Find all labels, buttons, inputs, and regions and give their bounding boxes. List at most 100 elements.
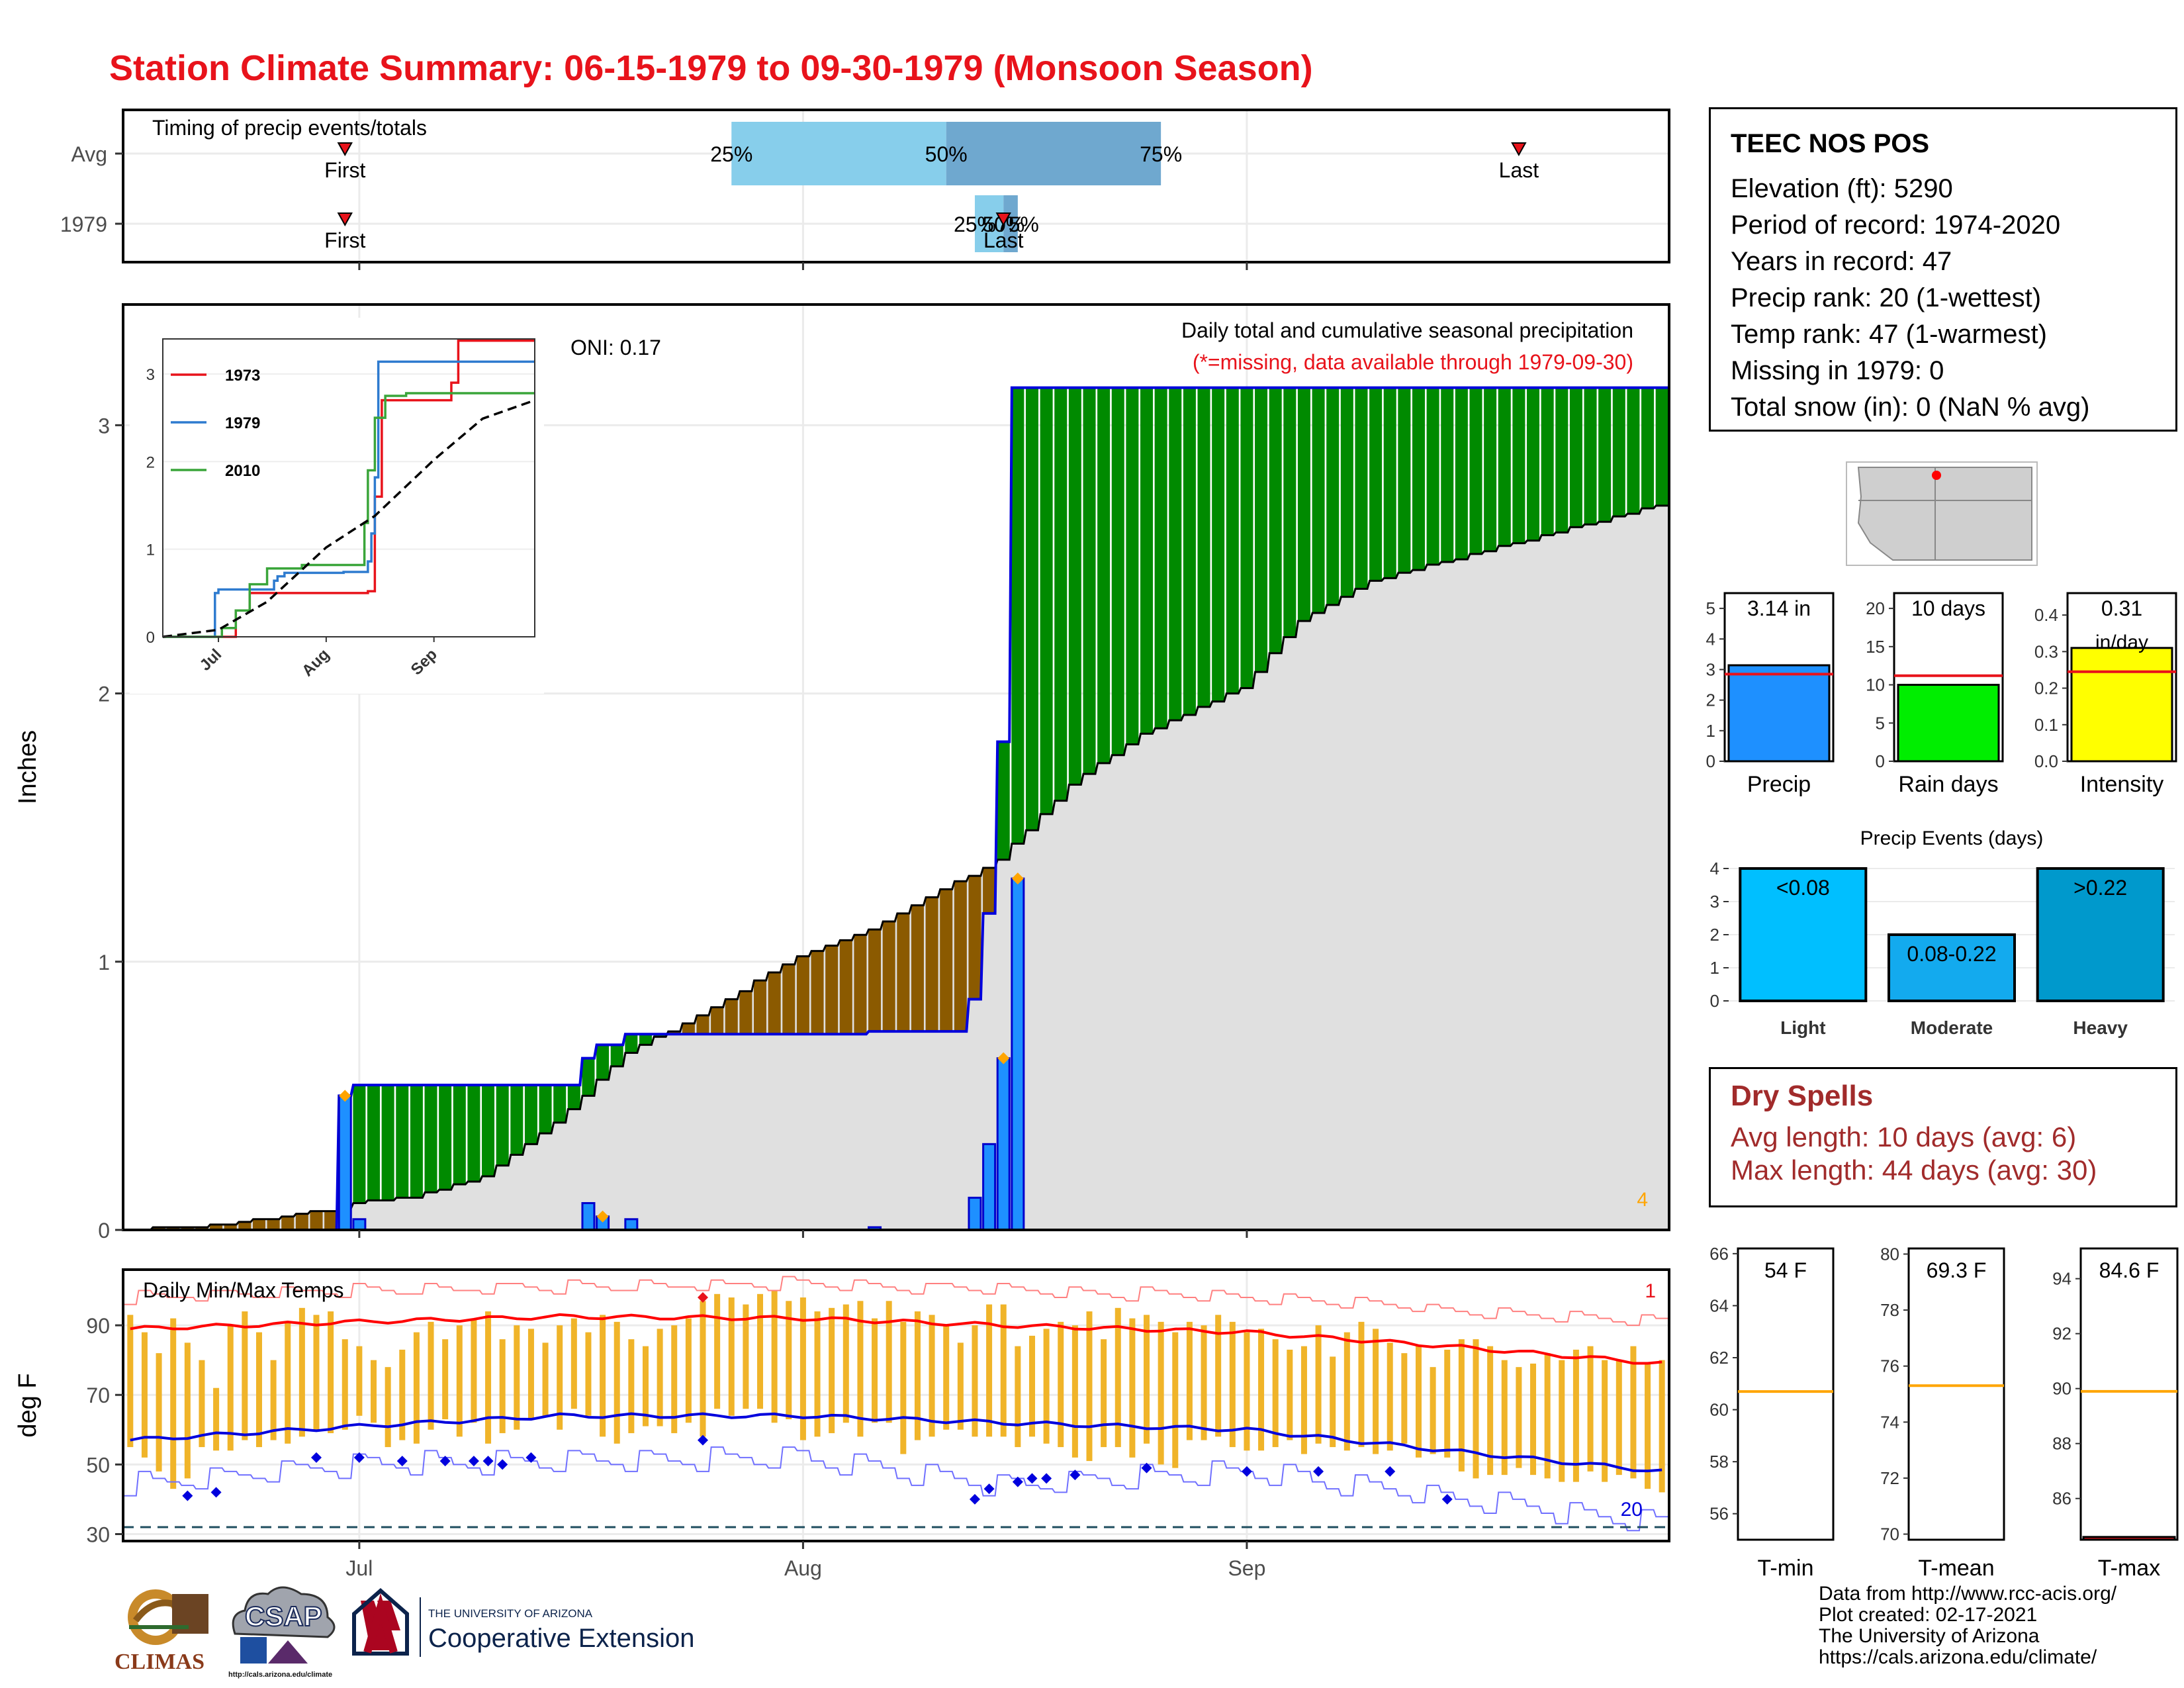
daily-temp-bar — [557, 1325, 563, 1430]
summary-y-tick-label: 5 — [1876, 713, 1885, 733]
record-low-marker — [1241, 1466, 1252, 1477]
daily-temp-bar — [1530, 1363, 1537, 1476]
daily-temp-bar — [914, 1311, 921, 1440]
surplus-area — [510, 1085, 523, 1155]
daily-temp-bar — [442, 1339, 449, 1420]
summary-category-label: Precip — [1747, 772, 1811, 797]
summary-y-tick-label: 0 — [1706, 751, 1715, 771]
surplus-area — [1584, 387, 1597, 525]
daily-temp-bar — [1401, 1353, 1408, 1444]
summary-bars-panel: 0 1 2 3 4 5 3.14 in Precip 0 5 10 15 20 10 days Rain d… — [1706, 592, 2177, 797]
deficit-area — [195, 1227, 208, 1230]
quartile-box-upper — [946, 122, 1161, 185]
daily-temp-bar — [1300, 1346, 1307, 1454]
daily-temp-bar — [1559, 1360, 1565, 1482]
deficit-area — [925, 897, 938, 1032]
deficit-area — [796, 956, 809, 1035]
deficit-area — [968, 876, 981, 1000]
daily-temp-bar — [1358, 1321, 1365, 1448]
surplus-area — [625, 1034, 638, 1053]
tsum-category-label: T-mean — [1918, 1556, 1994, 1581]
dry-spells-avg: Avg length: 10 days (avg: 6) — [1731, 1121, 2077, 1152]
station-precip-rank: Precip rank: 20 (1-wettest) — [1731, 283, 2042, 312]
credit-line: Data from http://www.rcc-acis.org/ — [1819, 1583, 2117, 1605]
station-temp-rank: Temp rank: 47 (1-warmest) — [1731, 320, 2047, 349]
deficit-area — [911, 905, 924, 1032]
daily-temp-bar — [542, 1342, 549, 1416]
tsum-y-tick-label: 76 — [1880, 1356, 1899, 1376]
events-y-tick-label: 4 — [1710, 859, 1719, 878]
daily-temp-bar — [743, 1304, 749, 1409]
deficit-area — [668, 1031, 681, 1035]
tsum-y-tick-label: 90 — [2052, 1379, 2071, 1399]
inset-y-tick-label: 3 — [146, 366, 155, 384]
max-precip-marker — [339, 1090, 351, 1102]
daily-temp-bar — [757, 1293, 764, 1409]
record-low-line — [124, 1446, 1668, 1532]
oni-label: ONI: 0.17 — [570, 336, 661, 359]
temp-x-tick-label: Jul — [345, 1556, 373, 1580]
credit-line: Plot created: 02-17-2021 — [1819, 1604, 2038, 1626]
surplus-area — [1598, 387, 1612, 522]
daily-temp-bar — [943, 1325, 950, 1430]
surplus-area — [639, 1034, 652, 1045]
daily-temp-bar — [628, 1339, 635, 1434]
surplus-area — [353, 1085, 366, 1203]
daily-temp-bar — [255, 1332, 262, 1448]
events-bar-label: >0.22 — [2073, 876, 2127, 900]
csap-url: http://cals.arizona.edu/climate — [228, 1671, 332, 1679]
daily-temp-bar — [156, 1353, 162, 1472]
temp-y-tick-label: 90 — [86, 1314, 110, 1338]
climas-logo: CLIMAS — [114, 1589, 208, 1674]
daily-temp-bar — [986, 1304, 993, 1437]
record-low-marker — [210, 1487, 222, 1498]
temp-y-axis-label: deg F — [14, 1373, 42, 1437]
surplus-area — [1355, 387, 1368, 589]
tsum-y-tick-label: 86 — [2052, 1489, 2071, 1509]
daily-temp-bar — [1244, 1332, 1250, 1451]
daily-temp-bar — [399, 1349, 406, 1440]
record-low-marker — [482, 1456, 494, 1467]
summary-category-label: Rain days — [1898, 772, 1998, 797]
timing-panel: 25%50%75%25%50%75%FirstLastFirstLastTimi… — [60, 109, 1670, 270]
surplus-area — [453, 1085, 466, 1185]
surplus-area — [1541, 387, 1554, 536]
daily-temp-bar — [872, 1318, 878, 1423]
station-snow: Total snow (in): 0 (NaN % avg) — [1731, 393, 2090, 422]
event-marker-label: Last — [1499, 158, 1539, 182]
max-precip-marker — [1011, 872, 1024, 885]
daily-temp-bar — [1602, 1360, 1608, 1482]
tsum-box — [1737, 1247, 1835, 1541]
daily-temp-bar — [1373, 1329, 1379, 1454]
daily-temp-bar — [900, 1321, 907, 1454]
daily-temp-bar — [127, 1315, 134, 1448]
events-y-tick-label: 1 — [1710, 958, 1719, 978]
tsum-y-tick-label: 74 — [1880, 1412, 1899, 1432]
quartile-label: 50% — [925, 142, 968, 166]
record-low-marker — [983, 1483, 995, 1495]
station-missing: Missing in 1979: 0 — [1731, 356, 1944, 385]
station-name: TEEC NOS POS — [1731, 129, 1930, 158]
deficit-area — [281, 1216, 295, 1230]
daily-temp-bar — [829, 1307, 835, 1434]
deficit-area — [954, 881, 967, 1032]
deficit-area — [167, 1227, 180, 1230]
deficit-area — [882, 921, 895, 1032]
cumulative-1979-line — [123, 386, 1669, 1231]
deficit-area — [181, 1227, 194, 1230]
daily-temp-bar — [1645, 1363, 1651, 1489]
daily-temp-bar — [1172, 1332, 1179, 1468]
surplus-area — [467, 1085, 480, 1182]
surplus-area — [524, 1085, 537, 1145]
locator-map — [1846, 461, 2038, 566]
record-low-marker — [182, 1490, 193, 1501]
tsum-category-label: T-min — [1758, 1556, 1814, 1581]
daily-temp-bar — [1101, 1339, 1107, 1448]
daily-temp-bar — [1330, 1356, 1336, 1448]
inset-avg-line — [162, 399, 535, 638]
surplus-area — [610, 1045, 623, 1066]
timeline-row-label: 1979 — [60, 212, 107, 236]
daily-temp-bar — [514, 1325, 520, 1430]
summary-value-label: 0.31 — [2101, 596, 2142, 620]
surplus-area — [381, 1085, 394, 1201]
